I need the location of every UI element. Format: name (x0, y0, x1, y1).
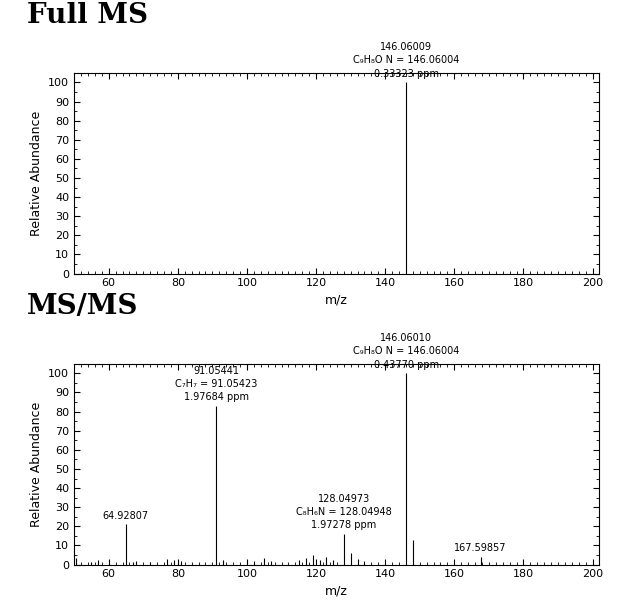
Text: 91.05441
C₇H₇ = 91.05423
1.97684 ppm: 91.05441 C₇H₇ = 91.05423 1.97684 ppm (175, 365, 257, 402)
X-axis label: m/z: m/z (325, 294, 349, 307)
Text: 128.04973
C₈H₆N = 128.04948
1.97278 ppm: 128.04973 C₈H₆N = 128.04948 1.97278 ppm (296, 493, 392, 530)
Text: 146.06010
C₉H₈O N = 146.06004
0.43770 ppm: 146.06010 C₉H₈O N = 146.06004 0.43770 pp… (353, 333, 459, 370)
Y-axis label: Relative Abundance: Relative Abundance (30, 402, 43, 527)
Text: 146.06009
C₉H₈O N = 146.06004
0.33323 ppm: 146.06009 C₉H₈O N = 146.06004 0.33323 pp… (353, 42, 459, 78)
Y-axis label: Relative Abundance: Relative Abundance (30, 110, 43, 236)
Text: 64.92807: 64.92807 (103, 510, 149, 521)
Text: 167.59857: 167.59857 (454, 543, 507, 553)
X-axis label: m/z: m/z (325, 585, 349, 598)
Text: MS/MS: MS/MS (27, 293, 138, 320)
Text: Full MS: Full MS (27, 2, 148, 29)
